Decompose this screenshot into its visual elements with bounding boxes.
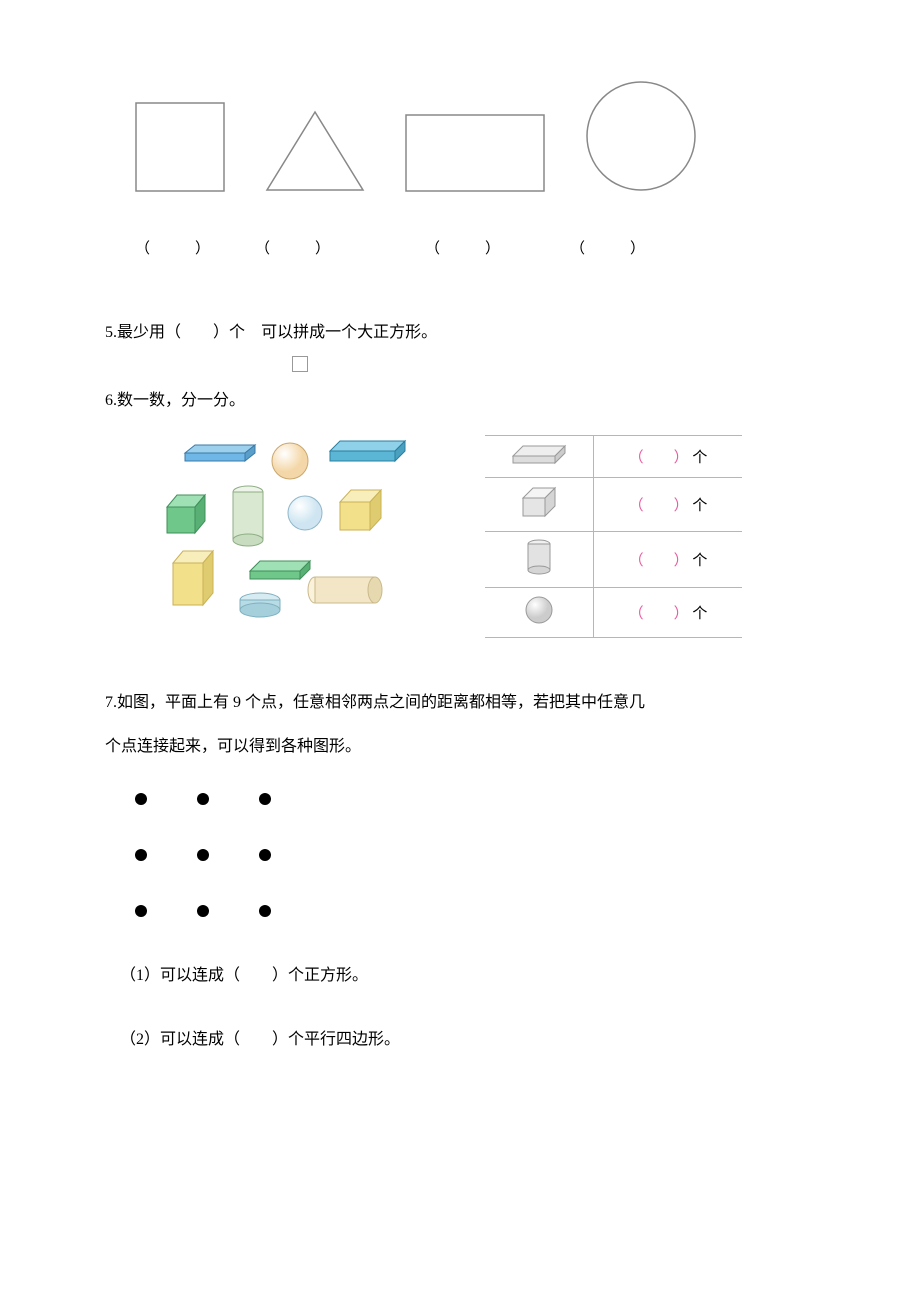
cylinder-count-cell: （ ） 个: [594, 531, 743, 587]
cuboid-row-icon-cell: [485, 435, 594, 477]
q6-shapes-scene: [155, 435, 415, 630]
cube-yellow-icon: [340, 490, 381, 530]
cuboid-tall-icon: [173, 551, 213, 605]
dot-icon: [135, 905, 147, 917]
cylinder-laying-icon: [308, 577, 382, 603]
q7-line1: 7.如图，平面上有 9 个点，任意相邻两点之间的距离都相等，若把其中任意几: [105, 688, 815, 718]
dot-row: [135, 849, 815, 861]
q7-sub1: （1）可以连成（ ）个正方形。: [120, 961, 815, 985]
shape-label-blank: （ ）: [135, 237, 210, 258]
cuboid-count-cell: （ ） 个: [594, 435, 743, 477]
table-row: （ ） 个: [485, 435, 742, 477]
q4-shape-labels: （ ） （ ） （ ） （ ）: [135, 237, 815, 258]
q5-blank: [181, 324, 213, 341]
cuboid-icon: [509, 442, 569, 466]
dot-icon: [259, 905, 271, 917]
q5-prefix: 5.最少用（: [105, 324, 181, 341]
cube-icon: [517, 484, 561, 520]
close-paren: ）: [674, 450, 689, 466]
unit-label: 个: [692, 553, 707, 569]
cube-count-cell: （ ） 个: [594, 477, 743, 531]
sphere-count-cell: （ ） 个: [594, 587, 743, 637]
dot-icon: [197, 793, 209, 805]
dot-icon: [259, 849, 271, 861]
cylinder-disc-icon: [240, 593, 280, 617]
table-row: （ ） 个: [485, 477, 742, 531]
unit-label: 个: [692, 606, 707, 622]
open-paren: （: [629, 553, 644, 569]
dot-icon: [259, 793, 271, 805]
q7-line2: 个点连接起来，可以得到各种图形。: [105, 732, 815, 762]
q6-line: 6.数一数，分一分。: [105, 386, 815, 416]
close-paren: ）: [674, 498, 689, 514]
sphere-icon: [272, 443, 308, 479]
rectangle-outline: [405, 114, 545, 192]
square-outline: [135, 102, 225, 192]
q6-count-table: （ ） 个 （ ） 个 （ ） 个 （ ） 个: [485, 435, 742, 638]
cuboid-long-icon: [330, 441, 405, 461]
cuboid-flat-icon: [185, 445, 255, 461]
triangle-outline: [265, 110, 365, 192]
dot-row: [135, 905, 815, 917]
close-paren: ）: [674, 553, 689, 569]
q5-mid: ）个: [213, 324, 245, 341]
cube-green-icon: [167, 495, 205, 533]
q6-figure: （ ） 个 （ ） 个 （ ） 个 （ ） 个: [155, 435, 815, 638]
q5-small-square-wrap: [105, 356, 815, 372]
q5-line: 5.最少用（ ）个 可以拼成一个大正方形。: [105, 318, 815, 348]
open-paren: （: [629, 498, 644, 514]
sphere-row-icon-cell: [485, 587, 594, 637]
open-paren: （: [629, 606, 644, 622]
dot-row: [135, 793, 815, 805]
sphere-light-icon: [288, 496, 322, 530]
cuboid-flat-green-icon: [250, 561, 310, 579]
table-row: （ ） 个: [485, 587, 742, 637]
q4-shapes-row: [135, 80, 815, 192]
q5-suffix: 可以拼成一个大正方形。: [261, 324, 437, 341]
dot-icon: [197, 905, 209, 917]
cylinder-icon: [524, 538, 554, 576]
dot-icon: [197, 849, 209, 861]
shape-label-blank: （ ）: [570, 237, 645, 258]
dot-icon: [135, 849, 147, 861]
dot-icon: [135, 793, 147, 805]
unit-label: 个: [692, 498, 707, 514]
table-row: （ ） 个: [485, 531, 742, 587]
cylinder-row-icon-cell: [485, 531, 594, 587]
cube-row-icon-cell: [485, 477, 594, 531]
small-square-icon: [292, 356, 308, 372]
q7-dot-grid: [135, 793, 815, 917]
open-paren: （: [629, 450, 644, 466]
unit-label: 个: [692, 450, 707, 466]
close-paren: ）: [674, 606, 689, 622]
sphere-icon: [523, 594, 555, 626]
shape-label-blank: （ ）: [425, 237, 500, 258]
shape-label-blank: （ ）: [255, 237, 330, 258]
circle-outline: [585, 80, 697, 192]
cylinder-upright-icon: [233, 486, 263, 546]
q7-sub2: （2）可以连成（ ）个平行四边形。: [120, 1025, 815, 1049]
